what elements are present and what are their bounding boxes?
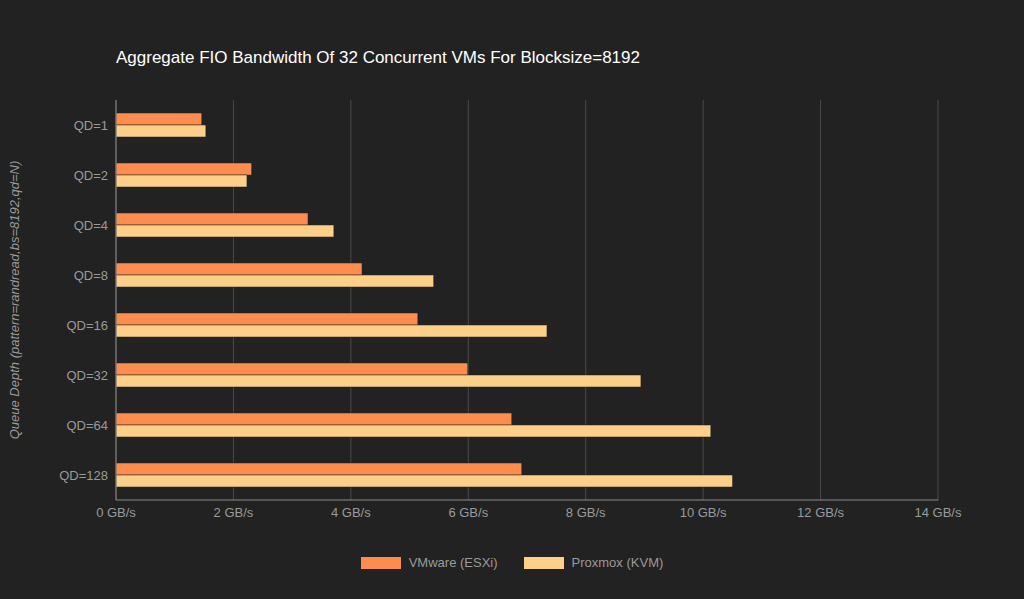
svg-text:0 GB/s: 0 GB/s xyxy=(96,505,136,520)
html-text:Aggregate FIO Bandwidth Of 32: Aggregate FIO Bandwidth Of 32 Concurrent… xyxy=(116,48,640,67)
svg-text:2 GB/s: 2 GB/s xyxy=(214,505,254,520)
svg-text:QD=2: QD=2 xyxy=(74,168,108,183)
svg-text:QD=1: QD=1 xyxy=(74,118,108,133)
svg-text:8 GB/s: 8 GB/s xyxy=(566,505,606,520)
svg-text:QD=4: QD=4 xyxy=(74,218,108,233)
svg-text:10 GB/s: 10 GB/s xyxy=(680,505,727,520)
svg-text:QD=128: QD=128 xyxy=(59,468,108,483)
svg-text:6 GB/s: 6 GB/s xyxy=(448,505,488,520)
html-text:Proxmox (KVM): Proxmox (KVM) xyxy=(571,555,664,570)
svg-text:14 GB/s: 14 GB/s xyxy=(915,505,962,520)
html-text:VMware (ESXi): VMware (ESXi) xyxy=(408,555,498,570)
svg-text:Queue Depth (pattern=randread,: Queue Depth (pattern=randread,bs=8192,qd… xyxy=(8,161,22,440)
svg-text:QD=8: QD=8 xyxy=(74,268,108,283)
svg-text:4 GB/s: 4 GB/s xyxy=(331,505,371,520)
svg-text:QD=32: QD=32 xyxy=(66,368,108,383)
svg-text:QD=64: QD=64 xyxy=(66,418,108,433)
svg-text:QD=16: QD=16 xyxy=(66,318,108,333)
svg-text:12 GB/s: 12 GB/s xyxy=(797,505,844,520)
